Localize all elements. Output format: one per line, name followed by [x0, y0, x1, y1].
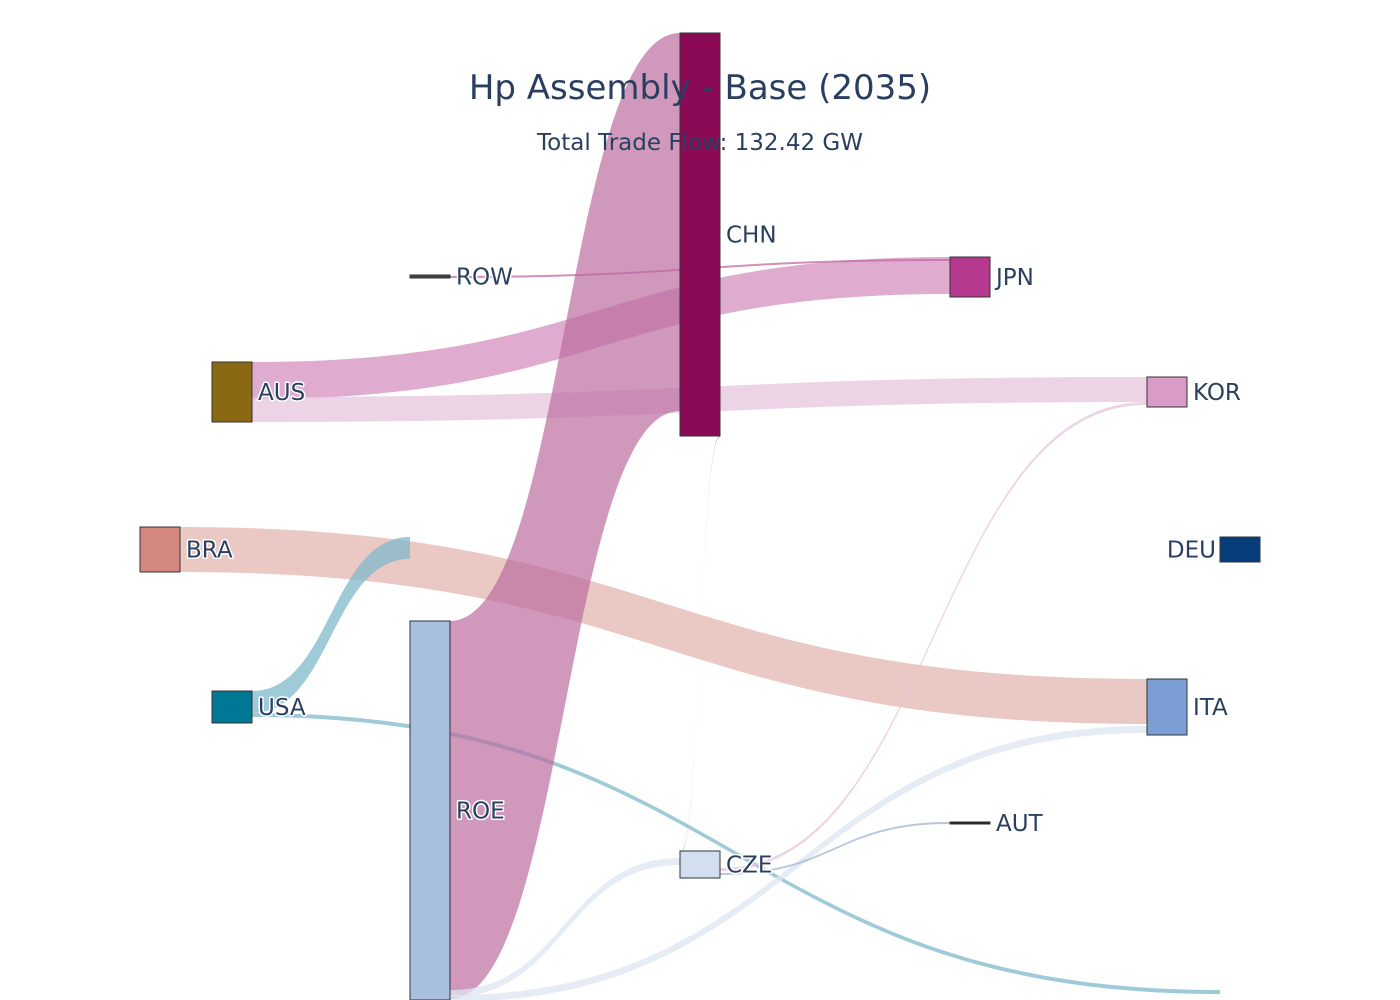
- chart-title: Hp Assembly - Base (2035): [469, 68, 931, 108]
- node-aut[interactable]: [949, 821, 991, 825]
- node-row[interactable]: [409, 274, 451, 279]
- link-usa-deu[interactable]: [252, 713, 1220, 994]
- node-label-roe: ROE: [456, 799, 505, 825]
- node-label-aus: AUS: [258, 380, 305, 406]
- link-roe-chn[interactable]: [450, 33, 680, 999]
- link-cze-aut[interactable]: [720, 822, 950, 875]
- node-label-chn: CHN: [726, 223, 777, 249]
- node-cze[interactable]: [679, 850, 721, 879]
- node-label-ita: ITA: [1193, 695, 1228, 721]
- node-jpn[interactable]: [949, 256, 991, 298]
- link-roe-cze[interactable]: [450, 858, 680, 997]
- node-label-usa: USA: [258, 695, 306, 721]
- node-label-jpn: JPN: [994, 265, 1034, 291]
- node-label-row: ROW: [456, 265, 513, 291]
- node-bra[interactable]: [139, 526, 181, 573]
- node-kor[interactable]: [1146, 376, 1188, 408]
- link-cze-kor[interactable]: [720, 402, 1147, 871]
- link-chn-cze[interactable]: [680, 436, 720, 854]
- node-label-aut: AUT: [996, 811, 1044, 837]
- sankey-labels: AUS BRA USA ROW ROE CHN CZE JPN AUT KOR DEU ITA: [185, 221, 1243, 880]
- node-deu[interactable]: [1219, 536, 1261, 563]
- node-roe[interactable]: [409, 620, 451, 1000]
- node-ita[interactable]: [1146, 678, 1188, 736]
- sankey-links: [180, 33, 1220, 1000]
- chart-subtitle: Total Trade Flow: 132.42 GW: [536, 130, 863, 156]
- node-label-cze: CZE: [726, 853, 772, 879]
- node-aus[interactable]: [211, 361, 253, 423]
- sankey-nodes: [139, 32, 1261, 1000]
- node-usa[interactable]: [211, 690, 253, 724]
- link-usa-roe[interactable]: [252, 537, 410, 713]
- node-label-kor: KOR: [1193, 380, 1241, 406]
- node-label-bra: BRA: [186, 538, 233, 564]
- node-label-deu: DEU: [1167, 538, 1216, 564]
- node-chn[interactable]: [679, 32, 721, 437]
- link-bra-ita[interactable]: [180, 527, 1147, 724]
